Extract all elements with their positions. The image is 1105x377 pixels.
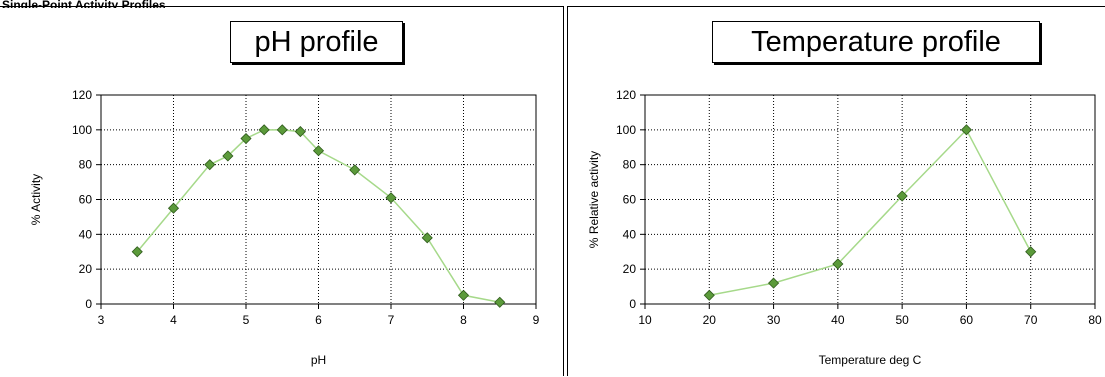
x-tick-label: 5 [243,313,250,327]
chart-title: Temperature profile [712,21,1040,63]
y-tick-label: 0 [85,297,92,311]
y-tick-label: 100 [616,123,636,137]
data-point-marker [494,296,506,308]
x-tick-label: 70 [1024,313,1038,327]
y-tick-label: 100 [72,123,92,137]
data-point-marker [768,277,780,289]
x-tick-label: 50 [895,313,909,327]
data-point-marker [349,164,361,176]
x-tick-label: 9 [533,313,540,327]
data-point-marker [385,192,397,204]
y-tick-label: 0 [629,297,636,311]
temperature-profile-panel: Temperature profile 10 20 30 40 50 60 70 80 0 20 4… [567,6,1105,376]
y-tick-label: 40 [623,227,637,241]
section-header: Single-Point Activity Profiles [2,0,166,8]
x-tick-label: 30 [767,313,781,327]
y-tick-label: 80 [623,158,637,172]
x-tick-label: 60 [960,313,974,327]
x-tick-label: 10 [638,313,652,327]
data-point-marker [167,202,180,214]
y-tick-label: 60 [79,193,93,207]
y-tick-label: 20 [79,262,93,276]
data-point-marker [703,289,715,301]
data-point-marker [1025,246,1037,258]
y-axis-label: % Relative activity [587,151,601,248]
x-tick-label: 20 [703,313,717,327]
data-point-marker [457,289,470,301]
x-axis-label: pH [311,353,326,367]
x-tick-label: 40 [831,313,845,327]
ph-profile-panel: pH profile 3 4 5 6 7 8 9 0 20 40 60 80 100 120 pH % Act… [0,6,564,376]
y-tick-label: 120 [616,88,636,102]
y-tick-label: 120 [72,88,92,102]
data-point-marker [896,190,908,202]
y-tick-label: 20 [623,262,637,276]
series-line [709,128,1032,297]
x-tick-label: 4 [170,313,177,327]
x-tick-label: 6 [315,313,322,327]
x-tick-label: 7 [388,313,395,327]
data-point-marker [960,124,972,136]
ph-profile-chart: 3 4 5 6 7 8 9 0 20 40 60 80 100 120 pH % Activity [29,88,540,367]
data-point-marker [312,145,325,157]
data-point-marker [131,246,143,258]
y-tick-label: 40 [79,227,93,241]
chart-title: pH profile [230,21,403,63]
data-point-marker [204,159,216,171]
data-point-marker [258,124,270,136]
x-tick-label: 3 [98,313,105,327]
data-point-marker [222,150,234,162]
data-point-marker [276,124,288,136]
x-tick-label: 80 [1088,313,1102,327]
x-axis-label: Temperature deg C [819,353,922,367]
y-axis-label: % Activity [29,174,43,225]
data-point-marker [294,126,306,138]
y-tick-label: 60 [623,193,637,207]
data-point-marker [832,258,844,270]
y-tick-label: 80 [79,158,93,172]
x-tick-label: 8 [460,313,467,327]
temperature-profile-chart: 10 20 30 40 50 60 70 80 0 20 40 60 80 100 120 Temperatu… [587,88,1102,367]
data-point-marker [240,132,252,145]
data-point-marker [421,232,433,244]
